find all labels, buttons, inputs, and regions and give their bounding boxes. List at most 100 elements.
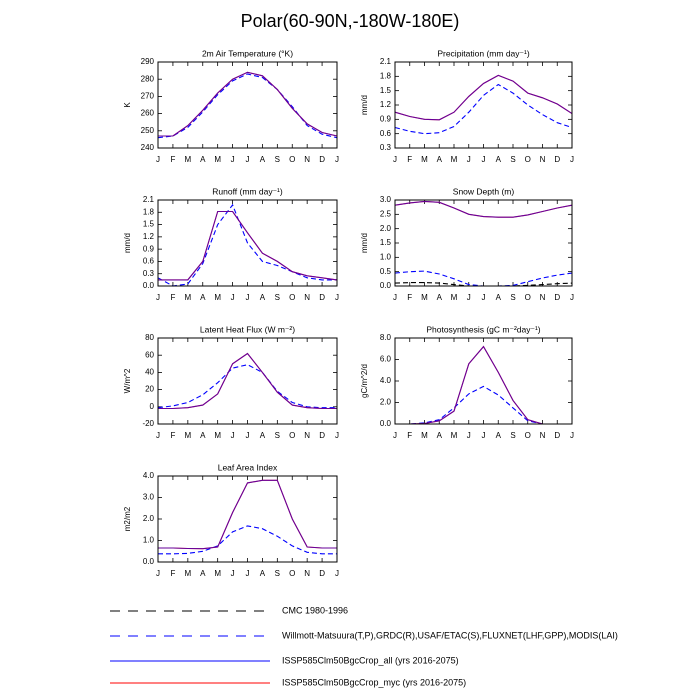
x-tick-label: A [200,569,206,578]
x-tick-label: N [304,431,310,440]
y-axis-label: m2/m2 [123,506,132,531]
series-line [158,71,338,137]
y-tick-label: 0.0 [143,281,155,290]
x-tick-label: A [437,293,443,302]
y-tick-label: 1.5 [143,220,155,229]
y-axis-label: mm/d [360,233,369,253]
y-tick-label: 2.1 [143,195,155,204]
x-tick-label: J [156,431,160,440]
y-tick-label: 0.5 [380,267,392,276]
x-tick-label: J [231,569,235,578]
y-tick-label: 1.8 [380,71,392,80]
x-tick-label: M [184,569,191,578]
x-tick-label: S [275,431,280,440]
series-line [157,364,337,409]
y-tick-label: 250 [141,126,155,135]
panel-title: 2m Air Temperature (°K) [202,48,293,58]
x-tick-label: M [184,155,191,164]
x-tick-label: S [510,431,515,440]
x-tick-label: A [496,293,502,302]
plot-frame [157,475,338,563]
panel-title: Snow Depth (m) [453,186,515,196]
x-tick-label: M [184,431,191,440]
x-tick-label: J [231,431,235,440]
x-tick-label: A [200,293,206,302]
y-axis-label: mm/d [360,95,369,115]
x-tick-label: J [393,293,397,302]
series-line [157,203,337,287]
x-tick-label: N [304,155,310,164]
x-tick-label: J [231,155,235,164]
x-tick-label: J [393,431,397,440]
y-tick-label: 0.6 [380,129,392,138]
y-tick-label: 2.0 [380,398,392,407]
x-tick-label: J [246,155,250,164]
x-tick-label: J [570,293,574,302]
y-tick-label: 260 [141,109,155,118]
x-tick-label: N [540,155,546,164]
x-tick-label: M [214,569,221,578]
x-tick-label: J [246,431,250,440]
y-tick-label: 280 [141,74,155,83]
y-tick-label: 1.0 [380,252,392,261]
legend-label: ISSP585Clm50BgcCrop_all (yrs 2016-2075) [282,655,459,665]
x-tick-label: A [260,155,266,164]
x-tick-label: J [467,293,471,302]
x-tick-label: A [260,293,266,302]
y-tick-label: 4.0 [143,471,155,480]
y-tick-label: 0.6 [143,257,155,266]
y-tick-label: 2.0 [143,514,155,523]
y-tick-label: 1.2 [380,100,392,109]
x-tick-label: M [214,293,221,302]
y-tick-label: 0.3 [143,269,155,278]
series-line [158,71,338,137]
x-tick-label: S [510,293,515,302]
x-tick-label: O [525,431,531,440]
x-tick-label: M [184,293,191,302]
x-tick-label: J [335,155,339,164]
x-tick-label: F [407,431,412,440]
x-tick-label: J [156,155,160,164]
y-tick-label: 20 [145,385,154,394]
x-tick-label: S [510,155,515,164]
y-tick-label: 0.0 [143,557,155,566]
y-tick-label: -20 [142,419,154,428]
series-line [395,385,572,425]
series-line [394,83,573,135]
series-line [158,210,338,281]
y-tick-label: 1.0 [143,536,155,545]
x-tick-label: J [570,155,574,164]
x-tick-label: O [525,293,531,302]
x-tick-label: J [156,293,160,302]
series-line [394,74,573,121]
x-tick-label: D [554,293,560,302]
series-line [157,73,338,139]
y-axis-label: W/m^2 [123,368,132,393]
x-tick-label: J [467,155,471,164]
y-tick-label: 0.0 [380,281,392,290]
panel-title: Latent Heat Flux (W m⁻²) [200,324,295,334]
y-tick-label: 240 [141,143,155,152]
x-tick-label: D [319,293,325,302]
x-tick-label: N [304,293,310,302]
x-tick-label: F [170,431,175,440]
panel-title: Runoff (mm day⁻¹) [212,186,283,196]
x-tick-label: A [437,431,443,440]
x-tick-label: M [421,293,428,302]
x-tick-label: F [170,155,175,164]
series-line [158,210,338,281]
x-tick-label: J [156,569,160,578]
y-tick-label: 8.0 [380,333,392,342]
x-tick-label: F [407,155,412,164]
x-tick-label: F [170,569,175,578]
y-tick-label: 0 [150,402,155,411]
x-tick-label: N [304,569,310,578]
x-tick-label: D [554,155,560,164]
x-tick-label: F [407,293,412,302]
x-tick-label: J [482,431,486,440]
y-tick-label: 1.2 [143,232,155,241]
y-tick-label: 2.0 [380,224,392,233]
y-tick-label: 290 [141,57,155,66]
y-axis-label: mm/d [123,233,132,253]
x-tick-label: A [200,431,206,440]
